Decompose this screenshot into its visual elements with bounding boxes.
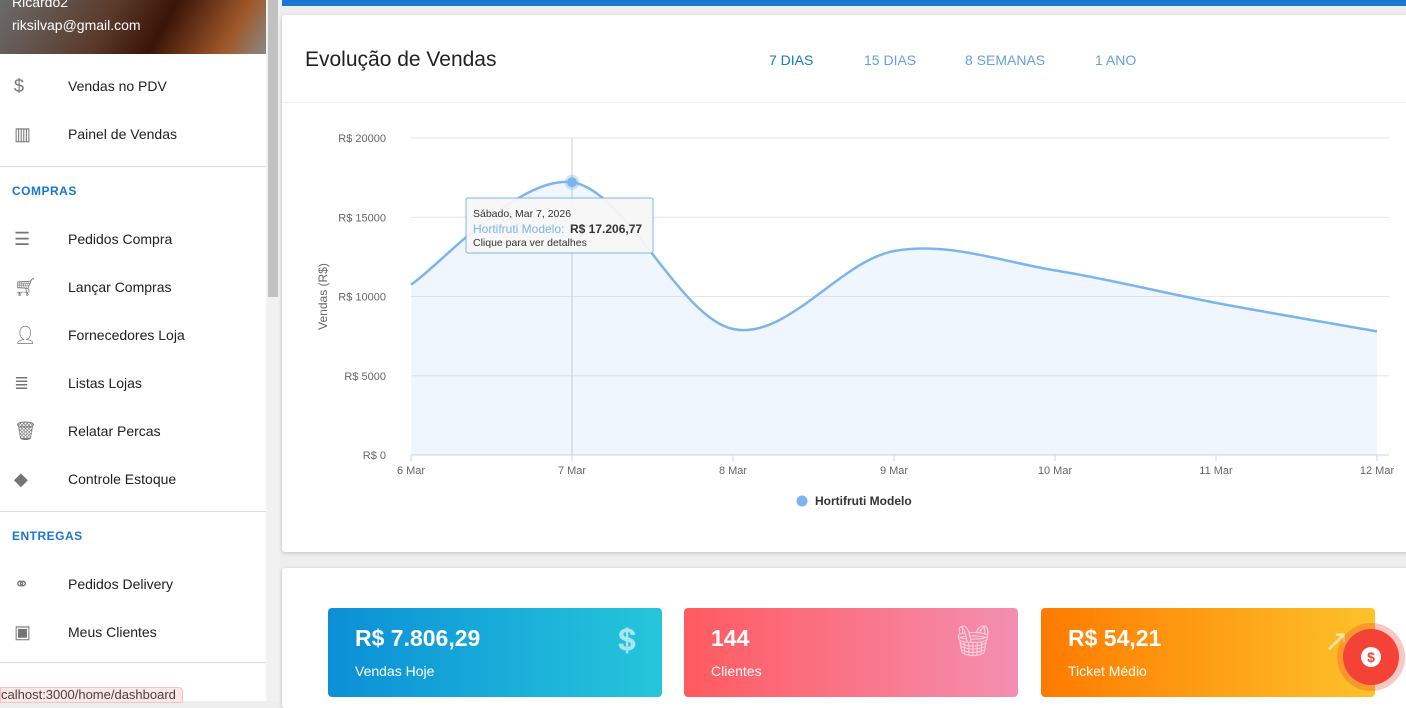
- tooltip-date: Sábado, Mar 7, 2026: [473, 208, 571, 220]
- contact-icon: ▣: [14, 621, 32, 642]
- y-tick-label: R$ 20000: [338, 133, 386, 145]
- card-title: Evolução de Vendas: [305, 48, 497, 71]
- person-check-icon: 👤︎: [14, 324, 37, 345]
- y-tick-label: R$ 5000: [344, 371, 386, 383]
- stat-value: 144: [711, 625, 750, 651]
- top-app-bar: [282, 0, 1406, 6]
- label: Listas Lojas: [68, 375, 142, 391]
- list-icon: ≣: [14, 372, 30, 393]
- cart-icon: 🛒︎: [14, 276, 37, 297]
- x-tick-label: 6 Mar: [397, 465, 425, 477]
- sidebar-item-pedidos-compra[interactable]: ☰ Pedidos Compra: [0, 215, 266, 263]
- sidebar: Ricardo2 riksilvap@gmail.com $ Vendas no …: [0, 0, 266, 701]
- sidebar-item-vendas-pdv[interactable]: $ Vendas no PDV: [0, 62, 266, 110]
- layers-icon: ◆: [14, 468, 28, 489]
- profile-header: Ricardo2 riksilvap@gmail.com: [0, 0, 266, 54]
- label: Controle Estoque: [68, 471, 177, 487]
- label: Lançar Compras: [68, 279, 172, 295]
- list-icon: ☰: [14, 228, 31, 249]
- x-tick-label: 7 Mar: [558, 465, 586, 477]
- x-tick-label: 9 Mar: [880, 465, 908, 477]
- dollar-circle-icon: 💲︎: [618, 624, 636, 657]
- tab-15-dias[interactable]: 15 DIAS: [864, 52, 917, 68]
- x-tick-label: 8 Mar: [719, 465, 747, 477]
- sales-chart: R$ 0 R$ 5000 R$ 10000 R$ 15000 R$ 20000 Venda…: [316, 133, 1395, 508]
- stat-label: Vendas Hoje: [355, 663, 435, 679]
- dollar-icon: $: [1361, 647, 1381, 667]
- stat-label: Ticket Médio: [1068, 663, 1147, 679]
- section-entregas: ENTREGAS: [12, 529, 83, 543]
- label: Pedidos Compra: [68, 231, 173, 247]
- profile-email: riksilvap@gmail.com: [12, 17, 141, 33]
- sidebar-scrollbar[interactable]: [266, 0, 280, 701]
- stat-label: Clientes: [711, 663, 762, 679]
- stat-value: R$ 54,21: [1068, 625, 1162, 651]
- label: Pedidos Delivery: [68, 576, 174, 592]
- label: Relatar Percas: [68, 423, 161, 439]
- scrollbar-thumb[interactable]: [268, 0, 278, 297]
- sidebar-item-relatar-percas[interactable]: 🗑︎ Relatar Percas: [0, 407, 266, 455]
- legend-marker: [796, 495, 808, 507]
- label: Meus Clientes: [68, 624, 157, 640]
- tooltip-series: Hortifruti Modelo:: [473, 222, 564, 236]
- stats-card: R$ 7.806,29 Vendas Hoje 💲︎ 144 Clientes …: [282, 568, 1406, 708]
- x-tick-label: 10 Mar: [1038, 465, 1073, 477]
- sales-chart-card: Evolução de Vendas 7 DIAS 15 DIAS 8 SEMA…: [282, 15, 1406, 552]
- stat-clientes[interactable]: 144 Clientes 🧺︎: [684, 608, 1018, 697]
- label: Painel de Vendas: [68, 126, 177, 142]
- legend-label: Hortifruti Modelo: [815, 494, 912, 508]
- tooltip-hint: Clique para ver detalhes: [473, 237, 587, 249]
- sidebar-item-pedidos-delivery[interactable]: ⚭ Pedidos Delivery: [0, 560, 266, 608]
- data-point: [564, 174, 580, 190]
- tooltip-value: R$ 17.206,77: [570, 222, 642, 236]
- sidebar-item-listas-lojas[interactable]: ≣ Listas Lojas: [0, 359, 266, 407]
- sidebar-item-controle-estoque[interactable]: ◆ Controle Estoque: [0, 455, 266, 503]
- tooltip-box: [465, 197, 654, 254]
- x-tick-label: 11 Mar: [1199, 465, 1233, 477]
- bar-chart-icon: ▥: [14, 123, 32, 144]
- x-tick-label: 12 Mar: [1360, 465, 1395, 477]
- y-tick-label: R$ 0: [363, 450, 386, 462]
- trash-list-icon: 🗑︎: [14, 420, 37, 441]
- motorcycle-icon: ⚭: [14, 573, 30, 594]
- tab-8-semanas[interactable]: 8 SEMANAS: [965, 52, 1046, 68]
- stat-vendas-hoje[interactable]: R$ 7.806,29 Vendas Hoje 💲︎: [328, 608, 662, 697]
- sidebar-item-painel-vendas[interactable]: ▥ Painel de Vendas: [0, 110, 266, 158]
- series-area: [411, 181, 1377, 456]
- y-axis-label: Vendas (R$): [316, 263, 330, 330]
- sidebar-item-lancar-compras[interactable]: 🛒︎ Lançar Compras: [0, 263, 266, 311]
- status-url: calhost:3000/home/dashboard: [0, 687, 183, 703]
- dollar-icon: $: [14, 75, 25, 96]
- section-compras: COMPRAS: [12, 184, 77, 198]
- tab-1-ano[interactable]: 1 ANO: [1095, 52, 1137, 68]
- y-tick-label: R$ 10000: [338, 292, 386, 304]
- fab-dollar-button[interactable]: $: [1343, 629, 1399, 685]
- sidebar-item-fornecedores[interactable]: 👤︎ Fornecedores Loja: [0, 311, 266, 359]
- profile-name: Ricardo2: [12, 0, 69, 10]
- label: Fornecedores Loja: [68, 327, 185, 343]
- sidebar-item-meus-clientes[interactable]: ▣ Meus Clientes: [0, 608, 266, 656]
- y-tick-label: R$ 15000: [338, 212, 386, 224]
- stat-ticket-medio[interactable]: R$ 54,21 Ticket Médio ↗: [1041, 608, 1375, 697]
- basket-icon: 🧺︎: [953, 625, 992, 658]
- stat-value: R$ 7.806,29: [355, 625, 481, 651]
- label: Vendas no PDV: [68, 78, 167, 94]
- tab-7-dias[interactable]: 7 DIAS: [769, 52, 814, 68]
